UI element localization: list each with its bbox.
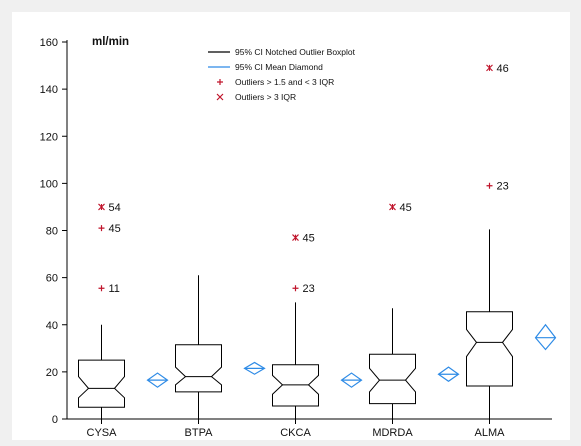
outlier-extreme-marker [486,64,493,72]
x-tick-label: CYSA [87,427,118,439]
legend-label: Outliers > 3 IQR [235,92,296,102]
outlier-label: 11 [109,283,120,295]
outlier-extreme-marker [389,203,396,211]
outlier-label: 23 [497,181,509,193]
mean-diamond [534,323,557,351]
outlier-label: 46 [497,63,509,75]
outlier-label: 45 [109,223,121,235]
y-tick-label: 40 [46,320,58,332]
notched-box [78,359,125,408]
x-tick-label: CKCA [280,427,311,439]
y-tick-label: 0 [52,414,58,426]
y-tick-label: 80 [46,226,58,238]
y-axis-label: ml/min [92,36,129,48]
notched-box [175,344,222,393]
mean-diamond [437,366,460,383]
notched-box [369,353,416,405]
x-tick-label: BTPA [185,427,214,439]
x-tick-label: MDRDA [372,427,413,439]
outlier-extreme-marker [98,203,105,211]
y-tick-label: 60 [46,273,58,285]
y-tick-label: 120 [40,131,58,143]
legend-label: 95% CI Notched Outlier Boxplot [235,47,356,57]
legend-plus-swatch [217,79,223,85]
notched-box [466,311,513,387]
outlier-extreme-marker [292,234,299,241]
legend-label: Outliers > 1.5 and < 3 IQR [235,77,334,87]
y-tick-label: 100 [40,178,58,190]
y-tick-label: 20 [46,367,58,379]
outlier-mild-marker [98,285,105,292]
mean-diamond [146,372,169,388]
outlier-mild-marker [98,225,105,232]
x-tick-label: ALMA [475,427,506,439]
y-tick-label: 160 [40,37,58,49]
outlier-label: 45 [400,202,412,214]
outlier-label: 54 [109,202,121,214]
outlier-mild-marker [486,182,493,189]
notched-box [272,364,319,407]
outlier-label: 23 [303,283,315,295]
mean-diamond [243,361,266,375]
legend-label: 95% CI Mean Diamond [235,62,323,72]
outlier-mild-marker [292,285,299,292]
mean-diamond [340,372,363,388]
outlier-label: 45 [303,233,315,245]
legend-x-swatch [216,93,224,101]
y-tick-label: 140 [40,84,58,96]
